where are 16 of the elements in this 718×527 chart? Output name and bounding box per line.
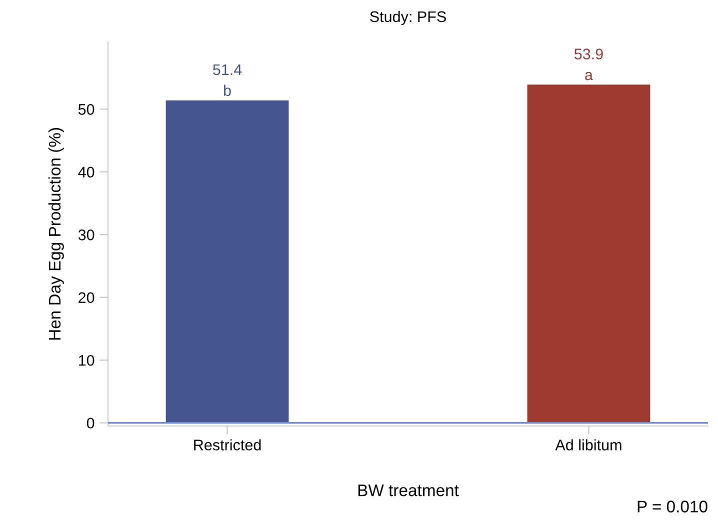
annotation: a [585, 72, 593, 80]
text: P = 0.010 [638, 500, 708, 512]
y-tick-label: 10 [78, 354, 94, 366]
data-label: 53.9 [574, 48, 603, 60]
x-tick-label: Restricted [194, 439, 261, 450]
y-axis-title: Hen Day Egg Production (%) [48, 128, 64, 340]
data-label: 51.4 [213, 64, 242, 76]
y-tick-label: 30 [78, 229, 94, 240]
y-tick-label: 50 [78, 104, 94, 115]
y-tick-label: 40 [78, 166, 94, 178]
annotation: b [224, 84, 231, 96]
y-tick-label: 0 [86, 418, 94, 429]
chart-title: Study: PFS [370, 10, 446, 26]
x-axis-title: BW treatment [358, 484, 459, 496]
y-tick-label: 20 [78, 292, 94, 304]
x-tick-label: Ad libitum [555, 439, 622, 450]
